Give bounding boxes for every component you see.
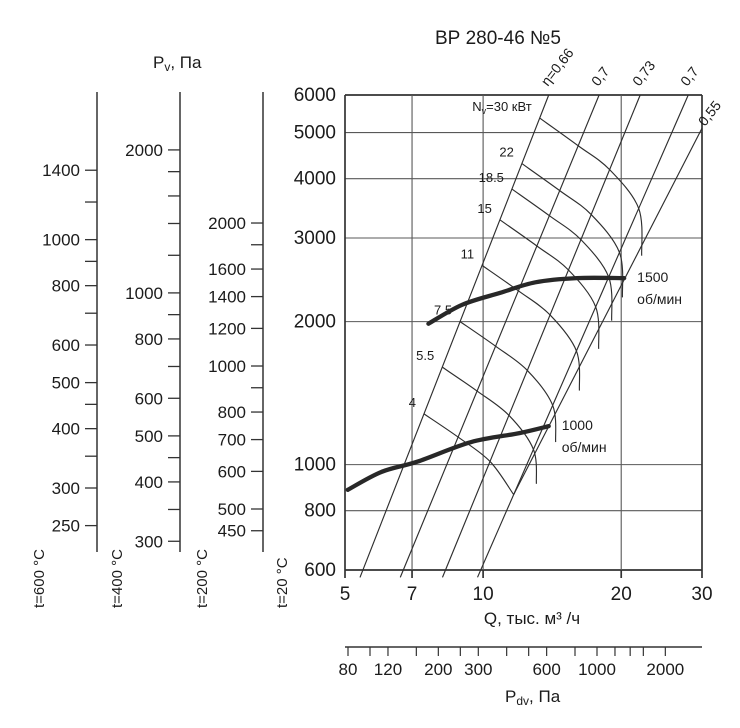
- axis-tick-label: 500: [218, 500, 246, 519]
- x-tick-label: 30: [691, 584, 712, 605]
- power-curve-label-4: 4: [409, 395, 416, 410]
- axis-tick-label: 300: [135, 532, 163, 551]
- power-curve-label-18.5: 18.5: [479, 170, 504, 185]
- axis-tick-label: 1200: [208, 319, 246, 338]
- axis-tick-label: 1000: [208, 357, 246, 376]
- pdv-tick-label: 300: [464, 660, 492, 679]
- x-tick-label: 10: [473, 584, 494, 605]
- axis-tick-label: 500: [135, 427, 163, 446]
- axis-tick-label: 300: [52, 479, 80, 498]
- temperature-axis-title: t=400 °C: [109, 549, 126, 608]
- power-curve-label-22: 22: [499, 145, 513, 160]
- axis-tick-label: 500: [52, 374, 80, 393]
- temperature-axis-400: 2000 1000 800 600 500 400 300: [125, 92, 181, 552]
- efficiency-line-3: [476, 94, 689, 578]
- axis-tick-label: 2000: [125, 141, 163, 160]
- axis-tick-label: 2000: [208, 214, 246, 233]
- temperature-axis-title: t=600 °C: [31, 549, 48, 608]
- pdv-tick-label: 80: [339, 660, 358, 679]
- efficiency-label-4: 0,55: [695, 97, 725, 128]
- y-tick-label: 3000: [294, 228, 336, 249]
- axis-tick-label: 800: [135, 330, 163, 349]
- axis-tick-label: 800: [52, 277, 80, 296]
- axis-tick-label: 1000: [125, 284, 163, 303]
- axis-tick-label: 1600: [208, 260, 246, 279]
- pdv-tick-label: 1000: [578, 660, 616, 679]
- x-tick-label: 7: [407, 584, 418, 605]
- y-tick-label: 2000: [294, 312, 336, 333]
- power-curve-4: [423, 413, 515, 495]
- speed-curve-label-1000: 1000: [562, 417, 593, 433]
- efficiency-label-1: 0,7: [588, 63, 613, 88]
- pdv-axis-title: Pdv, Па: [505, 687, 561, 708]
- axis-tick-label: 250: [52, 517, 80, 536]
- y-tick-label: 1000: [294, 455, 336, 476]
- axis-tick-label: 600: [52, 336, 80, 355]
- pdv-tick-label: 120: [374, 660, 402, 679]
- speed-curve-label-1000: об/мин: [562, 439, 607, 455]
- speed-curves: 1500 об/мин 1000 об/мин: [345, 269, 682, 492]
- axis-tick-label: 450: [218, 522, 246, 541]
- power-curve-7.5: [459, 321, 557, 443]
- speed-curve-label-1500: об/мин: [637, 291, 682, 307]
- y-tick-label: 5000: [294, 123, 336, 144]
- efficiency-line-0: [359, 94, 550, 578]
- efficiency-label-2: 0,73: [629, 57, 659, 88]
- temperature-axis-title: t=200 °C: [194, 549, 211, 608]
- y-tick-label: 600: [304, 560, 336, 581]
- axis-tick-label: 1000: [42, 231, 80, 250]
- power-curve-15: [499, 219, 600, 349]
- x-tick-label: 5: [340, 584, 351, 605]
- axis-tick-label: 800: [218, 403, 246, 422]
- axis-tick-label: 1400: [208, 288, 246, 307]
- efficiency-lines: η=0,66 0,7 0,73 0,7 0,55: [359, 45, 725, 578]
- x-tick-label: 20: [611, 584, 632, 605]
- axis-tick-label: 400: [52, 420, 80, 439]
- power-curve-label-30: Nv=30 кВт: [472, 99, 531, 116]
- speed-curve-label-1500: 1500: [637, 269, 668, 285]
- main-plot-grid: 600 800 1000 2000 3000 4000 5000 6000 5 7 10 20 30: [294, 85, 713, 605]
- power-curve-label-11: 11: [461, 246, 475, 261]
- axis-tick-label: 600: [218, 462, 246, 481]
- pdv-tick-label: 200: [424, 660, 452, 679]
- pdv-tick-label: 2000: [646, 660, 684, 679]
- power-curve-30: [539, 117, 643, 256]
- power-curve-22: [521, 163, 624, 298]
- temperature-axis-600: 1400 1000 800 600 500 400 300 250: [42, 92, 98, 552]
- y-tick-label: 800: [304, 501, 336, 522]
- temperature-axes: 1400 1000 800 600 500 400 300 250 2000 1000 800 600…: [31, 53, 291, 608]
- axis-tick-label: 1400: [42, 161, 80, 180]
- axis-tick-label: 400: [135, 473, 163, 492]
- efficiency-line-1: [399, 94, 600, 578]
- power-curve-11: [481, 264, 581, 391]
- temperature-axis-title: t=20 °C: [274, 557, 291, 608]
- power-curve-18.5: [511, 188, 613, 321]
- efficiency-label-3: 0,7: [677, 63, 702, 88]
- speed-curve-1000: [345, 424, 551, 492]
- axis-tick-label: 700: [218, 431, 246, 450]
- efficiency-line-4: [513, 128, 703, 495]
- temperature-axis-200: 2000 1600 1400 1200 1000 800 700 600 500 450: [208, 92, 264, 552]
- efficiency-label-0: η=0,66: [537, 45, 576, 89]
- pdv-tick-label: 600: [532, 660, 560, 679]
- y-tick-label: 6000: [294, 85, 336, 106]
- axis-tick-label: 600: [135, 389, 163, 408]
- speed-curve-1500: [426, 275, 627, 326]
- y-tick-label: 4000: [294, 169, 336, 190]
- chart-title: ВР 280-46 №5: [435, 28, 561, 49]
- power-curve-label-15: 15: [477, 201, 491, 216]
- power-curve-label-5.5: 5.5: [416, 348, 434, 363]
- power-curve-5.5: [441, 366, 538, 484]
- pdv-axis: 80 120 200 300 600 1000 2000 Pdv, Па: [339, 646, 702, 708]
- q-axis-title: Q, тыс. м³ /ч: [484, 609, 580, 628]
- efficiency-line-2: [441, 94, 641, 578]
- pv-axis-title: Pv, Па: [153, 53, 202, 74]
